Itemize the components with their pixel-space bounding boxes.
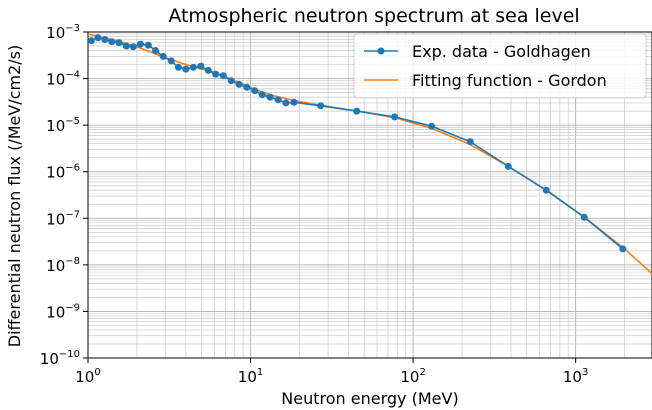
- y-tick-label: 10−7: [46, 209, 80, 228]
- data-point: [251, 87, 259, 95]
- data-point: [542, 186, 550, 194]
- data-point: [88, 37, 95, 45]
- data-point: [167, 57, 175, 65]
- y-tick-label: 10−3: [46, 23, 80, 42]
- y-tick-label: 10−9: [46, 302, 80, 321]
- data-point: [282, 99, 290, 107]
- data-point: [227, 77, 235, 85]
- data-point: [129, 43, 137, 51]
- chart-title: Atmospheric neutron spectrum at sea leve…: [168, 5, 579, 27]
- data-point: [136, 40, 144, 48]
- plot-area: [87, 31, 652, 359]
- y-tick-label: 10−8: [46, 256, 80, 275]
- data-point: [197, 62, 205, 70]
- data-point: [391, 113, 399, 121]
- data-point: [580, 213, 588, 221]
- y-tick-label: 10−6: [46, 163, 80, 182]
- x-axis-label: Neutron energy (MeV): [281, 389, 458, 408]
- legend: Exp. data - Goldhagen Fitting function -…: [353, 33, 647, 99]
- legend-label-fit: Fitting function - Gordon: [412, 71, 607, 90]
- data-point: [159, 52, 167, 60]
- series-layer: [88, 33, 652, 275]
- data-point: [266, 93, 274, 101]
- y-tick-label: 10−10: [40, 349, 80, 368]
- y-axis-ticks: 10−3 10−4 10−5 10−6 10−7 10−8 10−9 10−10: [40, 23, 88, 368]
- legend-box: [353, 33, 647, 99]
- legend-marker-exp: [377, 47, 385, 55]
- data-point: [212, 70, 220, 78]
- y-tick-label: 10−5: [46, 116, 80, 135]
- data-point: [428, 122, 436, 130]
- data-point: [115, 39, 123, 47]
- data-point: [466, 138, 474, 146]
- y-tick-label: 10−4: [46, 70, 80, 89]
- data-point: [122, 42, 130, 50]
- data-point: [619, 245, 627, 253]
- data-point: [204, 66, 212, 74]
- data-point: [144, 41, 152, 49]
- data-point: [290, 98, 298, 106]
- legend-label-exp: Exp. data - Goldhagen: [412, 42, 591, 61]
- data-point: [182, 65, 190, 73]
- x-tick-label: 103: [563, 367, 588, 386]
- data-point: [219, 72, 227, 80]
- data-point: [152, 47, 159, 54]
- data-point: [353, 107, 361, 115]
- y-axis-label: Differential neutron flux (/MeV/cm2/s): [5, 45, 24, 347]
- data-point: [108, 38, 116, 46]
- data-point: [243, 83, 251, 91]
- data-point: [101, 36, 109, 43]
- x-tick-label: 102: [400, 367, 425, 386]
- data-point: [317, 102, 325, 110]
- data-point: [258, 91, 266, 99]
- x-tick-label: 101: [238, 367, 263, 386]
- data-point: [174, 63, 182, 71]
- data-point: [274, 96, 282, 104]
- x-tick-label: 100: [75, 367, 100, 386]
- data-point: [504, 162, 512, 170]
- x-axis-ticks: 100 101 102 103: [75, 358, 588, 386]
- data-point: [235, 80, 243, 88]
- data-point: [94, 34, 102, 42]
- data-point: [189, 63, 197, 71]
